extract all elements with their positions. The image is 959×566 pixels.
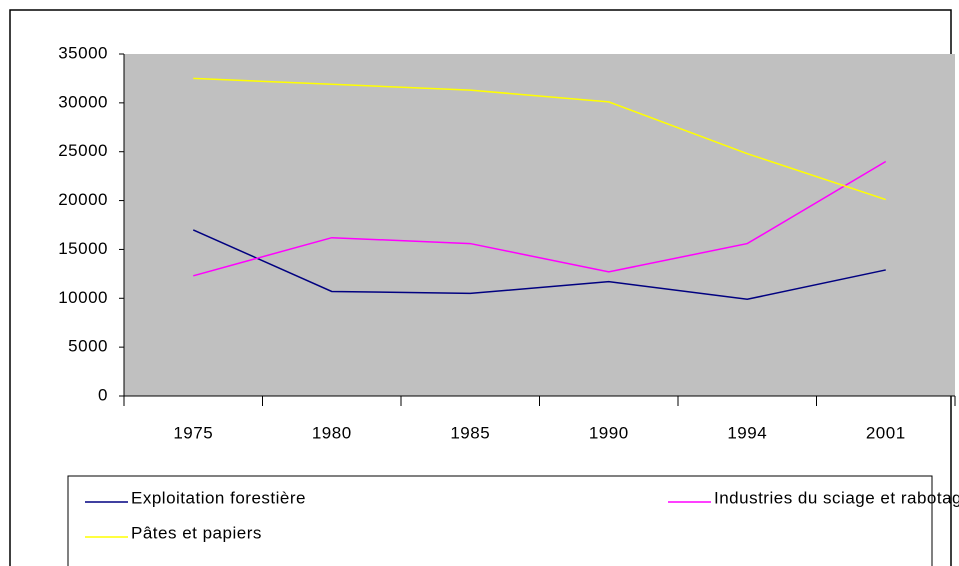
legend-label: Exploitation forestière — [131, 488, 306, 507]
x-tick-label: 1994 — [727, 423, 767, 442]
x-tick-label: 1975 — [173, 423, 213, 442]
y-tick-label: 10000 — [58, 288, 108, 307]
y-tick-label: 5000 — [68, 337, 108, 356]
y-tick-label: 35000 — [58, 43, 108, 62]
series-line — [193, 160, 887, 277]
y-tick-label: 0 — [98, 385, 108, 404]
y-tick-label: 15000 — [58, 239, 108, 258]
x-tick-label: 1985 — [450, 423, 490, 442]
series-line — [193, 77, 886, 201]
plot-area — [124, 54, 955, 396]
x-tick-label: 1980 — [312, 423, 352, 442]
legend-label: Pâtes et papiers — [131, 523, 262, 542]
y-tick-label: 20000 — [58, 190, 108, 209]
legend-label: Industries du sciage et rabotage — [714, 488, 959, 507]
y-tick-label: 25000 — [58, 141, 108, 160]
legend-box — [67, 475, 933, 566]
y-tick-label: 30000 — [58, 92, 108, 111]
x-tick-label: 2001 — [866, 423, 906, 442]
x-tick-label: 1990 — [589, 423, 629, 442]
series-line — [192, 229, 886, 301]
